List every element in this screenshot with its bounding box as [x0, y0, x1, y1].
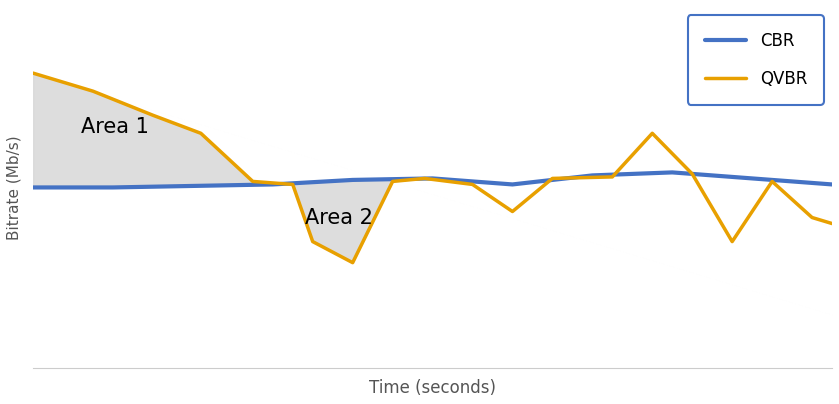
CBR: [628, 171, 638, 176]
Text: Area 1: Area 1: [81, 117, 149, 137]
CBR: [587, 173, 597, 178]
QVBR: [388, 179, 398, 184]
Line: CBR: CBR: [33, 173, 832, 187]
CBR: [347, 177, 357, 182]
QVBR: [28, 71, 38, 76]
CBR: [467, 179, 477, 184]
CBR: [547, 177, 557, 182]
CBR: [508, 182, 518, 187]
QVBR: [687, 171, 697, 176]
CBR: [707, 173, 717, 178]
QVBR: [288, 182, 298, 187]
Line: QVBR: QVBR: [33, 73, 832, 263]
QVBR: [727, 239, 737, 244]
CBR: [428, 176, 438, 181]
CBR: [747, 176, 757, 181]
QVBR: [767, 179, 777, 184]
Y-axis label: Bitrate (Mb/s): Bitrate (Mb/s): [7, 135, 22, 240]
QVBR: [148, 113, 158, 118]
QVBR: [508, 209, 518, 214]
CBR: [188, 183, 198, 188]
QVBR: [420, 176, 430, 181]
Text: Area 2: Area 2: [305, 208, 373, 227]
QVBR: [647, 131, 657, 136]
CBR: [28, 185, 38, 190]
QVBR: [467, 182, 477, 187]
QVBR: [195, 131, 206, 136]
QVBR: [248, 179, 258, 184]
QVBR: [807, 215, 817, 220]
CBR: [667, 170, 677, 175]
X-axis label: Time (seconds): Time (seconds): [369, 379, 496, 397]
CBR: [108, 185, 118, 190]
QVBR: [88, 89, 98, 94]
QVBR: [308, 239, 318, 244]
QVBR: [547, 176, 557, 181]
QVBR: [347, 260, 357, 265]
CBR: [787, 179, 797, 184]
QVBR: [607, 175, 618, 179]
CBR: [268, 182, 278, 187]
QVBR: [827, 221, 837, 226]
CBR: [827, 182, 837, 187]
Legend: CBR, QVBR: CBR, QVBR: [688, 15, 824, 105]
